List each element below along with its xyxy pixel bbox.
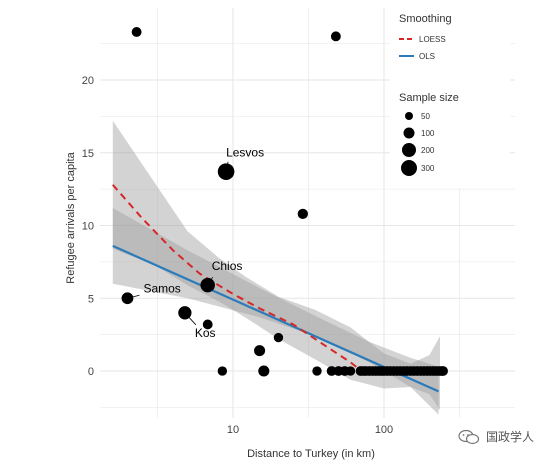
legend-size-title: Sample size	[399, 92, 459, 104]
y-tick-label: 5	[88, 293, 94, 305]
data-point	[312, 366, 322, 376]
wechat-logo-icon	[458, 429, 480, 444]
data-point	[258, 365, 270, 377]
legend-size-label-100: 100	[421, 129, 435, 138]
watermark-text: 国政学人	[486, 430, 535, 444]
point-label-kos: Kos	[195, 326, 216, 340]
label-leader-chios	[207, 276, 214, 286]
loess-confidence-band	[112, 120, 441, 411]
legend-loess-label: LOESS	[419, 35, 446, 44]
y-tick-label: 15	[82, 148, 94, 160]
data-point	[131, 27, 142, 37]
x-axis-label: Distance to Turkey (in km)	[247, 448, 375, 460]
data-point	[297, 208, 308, 220]
x-tick-label: 100	[375, 424, 393, 436]
data-point	[330, 31, 341, 42]
legend-size-swatch-200	[402, 143, 416, 157]
y-tick-label: 20	[82, 75, 94, 87]
data-points	[121, 27, 448, 377]
label-leader-lesvos	[225, 161, 229, 172]
legend-size-label-50: 50	[421, 112, 430, 121]
legend-size-swatch-100	[403, 127, 415, 139]
label-leader-kos	[184, 312, 197, 326]
ols-confidence-band	[112, 208, 439, 415]
legend: Smoothing LOESS OLS Sample size 50 100 2…	[390, 8, 510, 188]
y-axis-label: Refugee arrivals per capita	[65, 151, 77, 283]
data-point	[273, 332, 284, 343]
label-leader-samos	[127, 294, 140, 299]
point-labels: Samos Lesvos Chios Kos	[127, 146, 264, 340]
data-point	[254, 345, 266, 357]
data-point	[345, 366, 356, 376]
watermark: 国政学人	[458, 428, 534, 445]
axis-ticks: 0 5 10 15 20 10 100	[82, 75, 393, 436]
legend-size-swatch-50	[405, 112, 413, 120]
x-tick-label: 10	[227, 424, 239, 436]
data-point	[217, 366, 228, 376]
loess-line	[112, 184, 366, 375]
data-point	[326, 366, 337, 376]
point-label-samos: Samos	[143, 281, 180, 295]
y-tick-label: 0	[88, 366, 94, 378]
point-label-lesvos: Lesvos	[226, 146, 264, 160]
data-point	[438, 366, 448, 376]
y-tick-label: 10	[82, 221, 94, 233]
legend-size-label-200: 200	[421, 146, 435, 155]
legend-size-swatch-300	[401, 160, 417, 176]
confidence-bands	[112, 120, 441, 415]
data-point	[202, 319, 213, 330]
legend-ols-label: OLS	[419, 52, 435, 61]
legend-size-label-300: 300	[421, 164, 435, 173]
point-label-chios: Chios	[212, 259, 243, 273]
legend-smoothing-title: Smoothing	[399, 13, 452, 25]
